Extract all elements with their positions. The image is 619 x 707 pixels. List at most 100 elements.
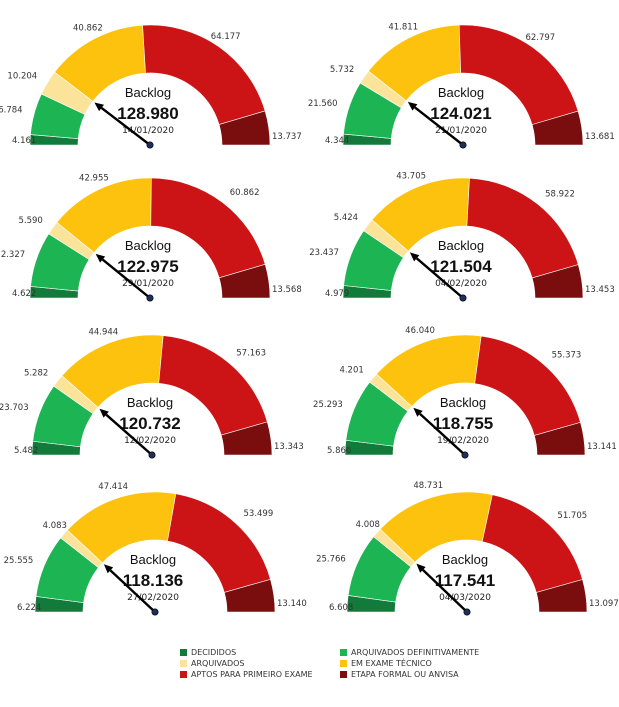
gauge-title: Backlog (125, 238, 171, 253)
legend-label: ETAPA FORMAL OU ANVISA (351, 670, 459, 679)
gauge-inner-disc (395, 540, 539, 612)
gauge-title: Backlog (130, 552, 176, 567)
gauge-needle-head (99, 408, 109, 418)
gauge-needle (419, 412, 466, 456)
gauge-inner-disc (78, 73, 222, 145)
gauge-data-label: 51.705 (557, 511, 587, 521)
gauge-total: 122.975 (117, 257, 178, 276)
legend-label: APTOS PARA PRIMEIRO EXAME (191, 670, 313, 679)
legend-swatch (340, 660, 347, 667)
gauge-data-label: 41.811 (388, 22, 418, 32)
gauge-inner-disc (393, 383, 537, 455)
gauge-data-label: 46.040 (405, 326, 435, 336)
gauge-data-label: 6.224 (17, 603, 41, 613)
gauge-data-label: 43.705 (396, 172, 426, 182)
gauge-data-label: 13.141 (587, 442, 617, 452)
gauge-data-label: 5.424 (334, 213, 358, 223)
gauge-date: 14/01/2020 (122, 126, 174, 136)
gauge-data-label: 57.163 (236, 348, 266, 358)
gauge-inner-disc (83, 540, 227, 612)
legend-label: DECIDIDOS (191, 648, 237, 657)
gauge-data-label: 16.784 (0, 106, 23, 116)
gauge-needle-pivot (461, 451, 469, 459)
legend-swatch (180, 671, 187, 678)
legend-item: EM EXAME TÉCNICO (340, 659, 432, 668)
gauge-title: Backlog (438, 238, 484, 253)
gauge-data-label: 42.955 (79, 174, 109, 184)
gauge-needle-head (407, 101, 418, 111)
gauge-data-label: 55.373 (552, 350, 582, 360)
gauge-title: Backlog (438, 85, 484, 100)
gauge-data-label: 47.414 (98, 482, 128, 492)
gauge-data-label: 4.008 (356, 520, 380, 530)
legend-item: DECIDIDOS (180, 648, 236, 657)
gauge: 4.979 23.437 5.424 43.705 58.922 13.453 Backlo… (309, 172, 615, 302)
gauge-data-label: 13.097 (589, 599, 619, 609)
gauge-data-label: 4.979 (325, 289, 349, 299)
gauge-grid: 4.161 16.784 10.204 40.862 64.177 13.737 Backl… (0, 22, 619, 616)
gauge-needle-pivot (463, 608, 471, 616)
gauge-total: 121.504 (430, 257, 492, 276)
gauge-date: 19/02/2020 (437, 436, 489, 446)
gauge-data-label: 25.293 (313, 400, 343, 410)
gauge-total: 128.980 (117, 104, 178, 123)
gauge-needle-head (95, 253, 106, 263)
gauge-data-label: 25.555 (4, 556, 34, 566)
legend-swatch (340, 671, 347, 678)
gauge-data-label: 25.766 (316, 555, 346, 565)
gauge-needle-pivot (459, 294, 467, 302)
legend-label: ARQUIVADOS (191, 659, 245, 668)
gauge-data-label: 60.862 (230, 188, 260, 198)
gauge-data-label: 6.608 (329, 603, 353, 613)
gauge-data-label: 4.083 (43, 521, 67, 531)
gauge: 6.224 25.555 4.083 47.414 53.499 13.140 Backlo… (4, 482, 307, 616)
gauge-needle-pivot (148, 451, 156, 459)
gauge-data-label: 48.731 (413, 481, 443, 491)
gauge-date: 29/01/2020 (122, 279, 174, 289)
legend-item: APTOS PARA PRIMEIRO EXAME (180, 670, 313, 679)
gauge-inner-disc (80, 383, 224, 455)
gauge-data-label: 22.327 (0, 250, 25, 260)
gauge-needle-head (103, 564, 114, 574)
gauge-title: Backlog (127, 395, 173, 410)
gauge-date: 27/02/2020 (127, 593, 179, 603)
legend-swatch (180, 660, 187, 667)
legend-label: ARQUIVADOS DEFINITIVAMENTE (351, 648, 480, 657)
gauge-data-label: 4.201 (339, 365, 363, 375)
legend-swatch (180, 649, 187, 656)
gauge: 4.161 16.784 10.204 40.862 64.177 13.737 Backl… (0, 24, 302, 149)
gauge-data-label: 5.482 (14, 446, 38, 456)
gauge-total: 118.136 (123, 571, 184, 590)
gauge-needle (422, 569, 468, 613)
gauge-data-label: 13.568 (272, 285, 302, 295)
gauge-data-label: 5.866 (327, 446, 351, 456)
gauge-inner-disc (78, 226, 222, 298)
gauge: 5.866 25.293 4.201 46.040 55.373 13.141 Backlo… (313, 326, 617, 459)
legend-item: ARQUIVADOS (180, 659, 245, 668)
gauge-data-label: 64.177 (211, 32, 241, 42)
gauge: 5.482 23.703 5.282 44.944 57.163 13.343 Backlo… (0, 327, 304, 459)
gauge-data-label: 44.944 (88, 327, 118, 337)
gauge-needle (414, 106, 464, 146)
gauge-needle (101, 258, 151, 299)
gauge-data-label: 5.282 (24, 368, 48, 378)
gauge-data-label: 4.622 (12, 289, 36, 299)
gauge-needle-pivot (146, 141, 154, 149)
gauge-needle (105, 413, 153, 456)
gauge-total: 120.732 (119, 414, 180, 433)
gauge-data-label: 5.590 (18, 216, 42, 226)
gauge-data-label: 13.343 (274, 442, 304, 452)
gauge-title: Backlog (440, 395, 486, 410)
gauge: 4.344 21.560 5.732 41.811 62.797 13.681 Backlo… (308, 22, 615, 149)
gauge-needle-pivot (146, 294, 154, 302)
gauge-title: Backlog (125, 85, 171, 100)
legend-item: ARQUIVADOS DEFINITIVAMENTE (340, 648, 479, 657)
legend-label: EM EXAME TÉCNICO (351, 659, 432, 668)
gauge-title: Backlog (442, 552, 488, 567)
gauge-data-label: 62.797 (525, 33, 555, 43)
gauge-total: 124.021 (430, 104, 491, 123)
gauge-needle (109, 569, 156, 613)
gauge-data-label: 23.703 (0, 403, 29, 413)
gauge-needle (415, 257, 464, 299)
gauge-needle-pivot (151, 608, 159, 616)
